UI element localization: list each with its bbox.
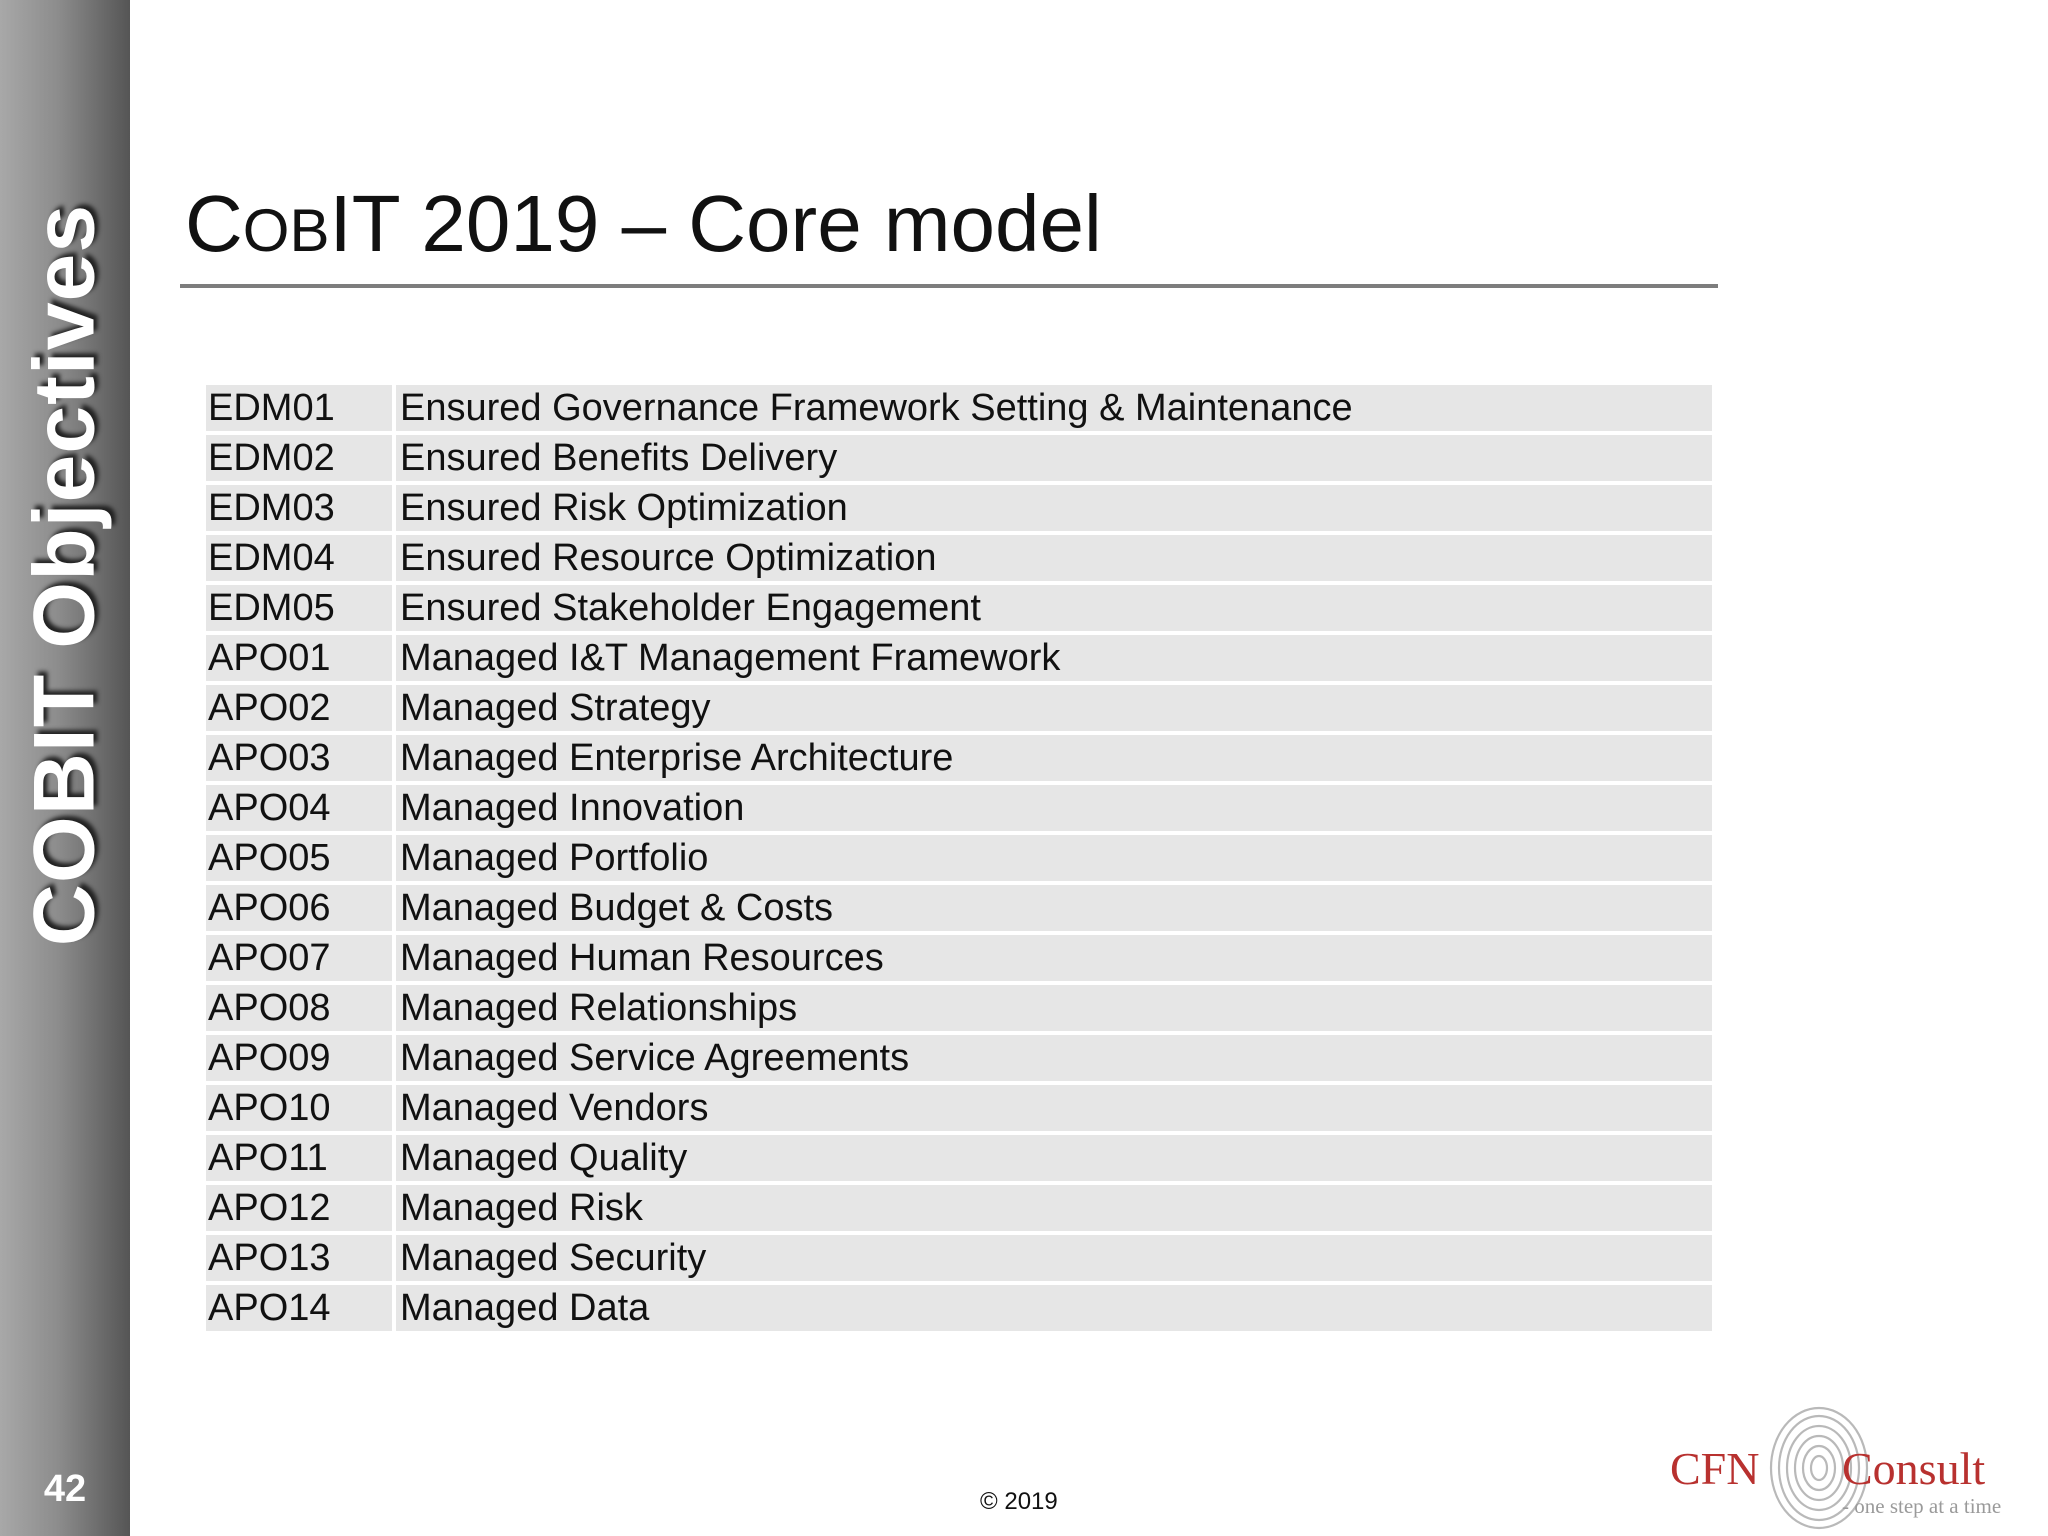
- cell-separator: [392, 485, 396, 531]
- objective-name: Ensured Governance Framework Setting & M…: [396, 385, 1712, 431]
- cell-separator: [392, 885, 396, 931]
- objective-name: Managed Strategy: [396, 685, 1712, 731]
- objective-name: Managed Security: [396, 1235, 1712, 1281]
- copyright: © 2019: [980, 1488, 1058, 1515]
- company-logo: CFN Consult - one step at a time: [1670, 1400, 2040, 1530]
- objective-name: Managed Relationships: [396, 985, 1712, 1031]
- objective-name: Ensured Risk Optimization: [396, 485, 1712, 531]
- cell-separator: [392, 685, 396, 731]
- objective-code: APO02: [206, 685, 392, 731]
- objective-name: Ensured Stakeholder Engagement: [396, 585, 1712, 631]
- objective-code: APO03: [206, 735, 392, 781]
- table-row: APO14 Managed Data: [206, 1285, 1712, 1331]
- objective-code: APO14: [206, 1285, 392, 1331]
- objective-code: APO11: [206, 1135, 392, 1181]
- table-row: EDM04 Ensured Resource Optimization: [206, 535, 1712, 581]
- cell-separator: [392, 1135, 396, 1181]
- objective-code: APO09: [206, 1035, 392, 1081]
- cell-separator: [392, 1085, 396, 1131]
- title-part: OB: [242, 197, 330, 264]
- cell-separator: [392, 735, 396, 781]
- objective-code: APO07: [206, 935, 392, 981]
- table-row: APO04 Managed Innovation: [206, 785, 1712, 831]
- objective-code: APO05: [206, 835, 392, 881]
- objective-name: Managed Vendors: [396, 1085, 1712, 1131]
- objective-name: Ensured Resource Optimization: [396, 535, 1712, 581]
- table-row: APO05 Managed Portfolio: [206, 835, 1712, 881]
- logo-text-consult: Consult: [1842, 1443, 1986, 1494]
- objectives-table-body: EDM01 Ensured Governance Framework Settin…: [206, 385, 1712, 1331]
- cell-separator: [392, 435, 396, 481]
- logo-text-cfn: CFN: [1670, 1443, 1760, 1494]
- objective-code: APO12: [206, 1185, 392, 1231]
- table-row: APO09 Managed Service Agreements: [206, 1035, 1712, 1081]
- table-row: EDM05 Ensured Stakeholder Engagement: [206, 585, 1712, 631]
- table-row: EDM03 Ensured Risk Optimization: [206, 485, 1712, 531]
- table-row: EDM01 Ensured Governance Framework Settin…: [206, 385, 1712, 431]
- slide-number: 42: [43, 1468, 87, 1510]
- table-row: APO13 Managed Security: [206, 1235, 1712, 1281]
- objective-name: Managed Enterprise Architecture: [396, 735, 1712, 781]
- cell-separator: [392, 635, 396, 681]
- title-divider: [180, 284, 1718, 288]
- objective-code: APO13: [206, 1235, 392, 1281]
- title-part: T 2019 – Core model: [351, 179, 1102, 268]
- title-part: C: [185, 179, 243, 268]
- logo-tagline: - one step at a time: [1842, 1494, 2002, 1518]
- table-row: APO11 Managed Quality: [206, 1135, 1712, 1181]
- objective-name: Managed I&T Management Framework: [396, 635, 1712, 681]
- objective-name: Ensured Benefits Delivery: [396, 435, 1712, 481]
- objective-code: EDM05: [206, 585, 392, 631]
- page-title: COBIT 2019 – Core model: [185, 178, 1102, 270]
- cell-separator: [392, 535, 396, 581]
- objective-code: EDM01: [206, 385, 392, 431]
- objectives-table: EDM01 Ensured Governance Framework Settin…: [206, 381, 1712, 1335]
- cell-separator: [392, 1035, 396, 1081]
- objective-name: Managed Human Resources: [396, 935, 1712, 981]
- table-row: APO06 Managed Budget & Costs: [206, 885, 1712, 931]
- table-row: EDM02 Ensured Benefits Delivery: [206, 435, 1712, 481]
- table-row: APO08 Managed Relationships: [206, 985, 1712, 1031]
- objective-code: APO08: [206, 985, 392, 1031]
- objective-code: APO06: [206, 885, 392, 931]
- title-part: I: [329, 179, 352, 268]
- table-row: APO12 Managed Risk: [206, 1185, 1712, 1231]
- cell-separator: [392, 1235, 396, 1281]
- cell-separator: [392, 1185, 396, 1231]
- table-row: APO02 Managed Strategy: [206, 685, 1712, 731]
- objective-code: APO10: [206, 1085, 392, 1131]
- objective-name: Managed Data: [396, 1285, 1712, 1331]
- table-row: APO01 Managed I&T Management Framework: [206, 635, 1712, 681]
- objective-code: EDM04: [206, 535, 392, 581]
- objective-name: Managed Risk: [396, 1185, 1712, 1231]
- cell-separator: [392, 1285, 396, 1331]
- sidebar-title: COBIT Objectives: [16, 203, 113, 947]
- objective-name: Managed Budget & Costs: [396, 885, 1712, 931]
- objective-code: APO01: [206, 635, 392, 681]
- fingerprint-icon: [1769, 1406, 1869, 1530]
- objective-name: Managed Portfolio: [396, 835, 1712, 881]
- cell-separator: [392, 585, 396, 631]
- objective-code: EDM03: [206, 485, 392, 531]
- cell-separator: [392, 785, 396, 831]
- sidebar: COBIT Objectives 42: [0, 0, 130, 1536]
- objective-name: Managed Service Agreements: [396, 1035, 1712, 1081]
- objective-code: APO04: [206, 785, 392, 831]
- objective-name: Managed Innovation: [396, 785, 1712, 831]
- cell-separator: [392, 385, 396, 431]
- cell-separator: [392, 935, 396, 981]
- cell-separator: [392, 835, 396, 881]
- table-row: APO07 Managed Human Resources: [206, 935, 1712, 981]
- table-row: APO10 Managed Vendors: [206, 1085, 1712, 1131]
- cell-separator: [392, 985, 396, 1031]
- table-row: APO03 Managed Enterprise Architecture: [206, 735, 1712, 781]
- objective-code: EDM02: [206, 435, 392, 481]
- objective-name: Managed Quality: [396, 1135, 1712, 1181]
